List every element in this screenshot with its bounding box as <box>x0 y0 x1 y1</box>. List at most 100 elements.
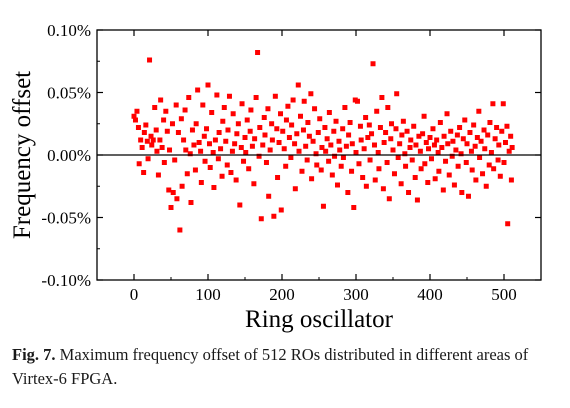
data-point <box>428 156 434 162</box>
data-point <box>232 141 238 147</box>
scatter-chart: 0 100 200 300 400 500 -0.10% -0.05% 0.00% 0.05% 0… <box>9 21 542 333</box>
data-point <box>184 171 190 177</box>
data-point <box>397 141 403 147</box>
data-point <box>400 118 406 124</box>
data-point <box>505 221 511 227</box>
data-point <box>216 130 222 135</box>
data-point <box>379 95 385 100</box>
data-point <box>349 168 355 174</box>
data-point <box>384 160 390 165</box>
data-point <box>242 135 248 140</box>
data-point <box>148 133 154 139</box>
data-point <box>422 161 428 167</box>
data-point <box>283 163 289 169</box>
data-point <box>406 190 412 195</box>
y-tick-label: -0.05% <box>41 209 91 228</box>
data-point <box>261 115 267 120</box>
data-point <box>224 162 230 168</box>
data-point <box>318 167 324 173</box>
data-point <box>483 183 489 189</box>
data-point <box>351 205 357 210</box>
data-point <box>168 205 174 210</box>
data-point <box>463 160 469 165</box>
data-point <box>247 128 253 134</box>
data-point <box>460 136 466 142</box>
data-point <box>322 125 328 130</box>
x-tick-label: 500 <box>491 285 517 304</box>
data-point <box>367 157 373 163</box>
data-point <box>211 185 217 190</box>
data-point <box>420 131 426 137</box>
data-point <box>360 175 366 180</box>
data-point <box>290 97 296 103</box>
data-point <box>342 105 348 110</box>
data-point <box>391 171 397 177</box>
data-point <box>275 175 281 180</box>
data-point <box>313 151 319 157</box>
data-point <box>385 105 391 110</box>
data-point <box>372 177 378 183</box>
data-point <box>354 98 360 104</box>
data-point <box>214 92 220 98</box>
data-point <box>138 137 144 143</box>
data-point <box>436 168 442 174</box>
data-point <box>338 163 344 169</box>
data-point <box>210 150 216 155</box>
data-point <box>150 137 156 143</box>
data-point <box>320 203 326 209</box>
data-point <box>326 110 332 115</box>
data-point <box>299 168 305 174</box>
data-point <box>376 166 382 172</box>
data-point <box>358 137 364 143</box>
data-point <box>310 138 316 144</box>
data-point <box>306 133 312 139</box>
data-point <box>191 142 197 148</box>
data-point <box>485 132 491 138</box>
data-point <box>408 137 414 143</box>
data-point <box>139 145 145 150</box>
data-point <box>337 147 343 153</box>
data-point <box>440 187 446 193</box>
data-point <box>363 115 369 120</box>
data-point <box>497 173 503 179</box>
data-point <box>200 102 206 108</box>
data-point <box>234 131 240 137</box>
data-point <box>177 227 183 233</box>
data-point <box>332 153 338 159</box>
data-point <box>347 120 353 125</box>
data-point <box>246 166 252 172</box>
data-point <box>469 167 475 173</box>
data-point <box>256 153 262 159</box>
data-point <box>170 190 176 195</box>
data-point <box>153 127 159 133</box>
y-tick-label: 0.10% <box>47 21 91 40</box>
data-point <box>377 125 383 130</box>
data-point <box>465 193 471 199</box>
y-tick-label: 0.05% <box>47 84 91 103</box>
data-point <box>414 197 420 203</box>
data-point <box>319 145 325 150</box>
data-point <box>300 127 306 133</box>
figure-caption-label: Fig. 7. <box>12 345 56 364</box>
data-point <box>446 172 452 178</box>
data-point <box>141 130 147 135</box>
data-point <box>281 146 287 152</box>
data-point <box>494 125 500 130</box>
data-point <box>196 140 202 145</box>
data-point <box>418 166 424 172</box>
data-point <box>458 151 464 157</box>
x-tick-label: 0 <box>130 285 139 304</box>
x-axis: 0 100 200 300 400 500 <box>96 30 542 304</box>
data-point <box>248 107 254 113</box>
data-point <box>280 128 286 134</box>
data-point <box>274 126 280 132</box>
data-point <box>455 163 461 169</box>
data-point <box>226 93 232 99</box>
data-point <box>314 162 320 168</box>
data-point <box>189 127 195 133</box>
data-point <box>161 117 167 123</box>
data-point <box>252 136 258 142</box>
data-point <box>328 142 334 148</box>
data-point <box>195 87 201 93</box>
data-point <box>491 166 497 172</box>
